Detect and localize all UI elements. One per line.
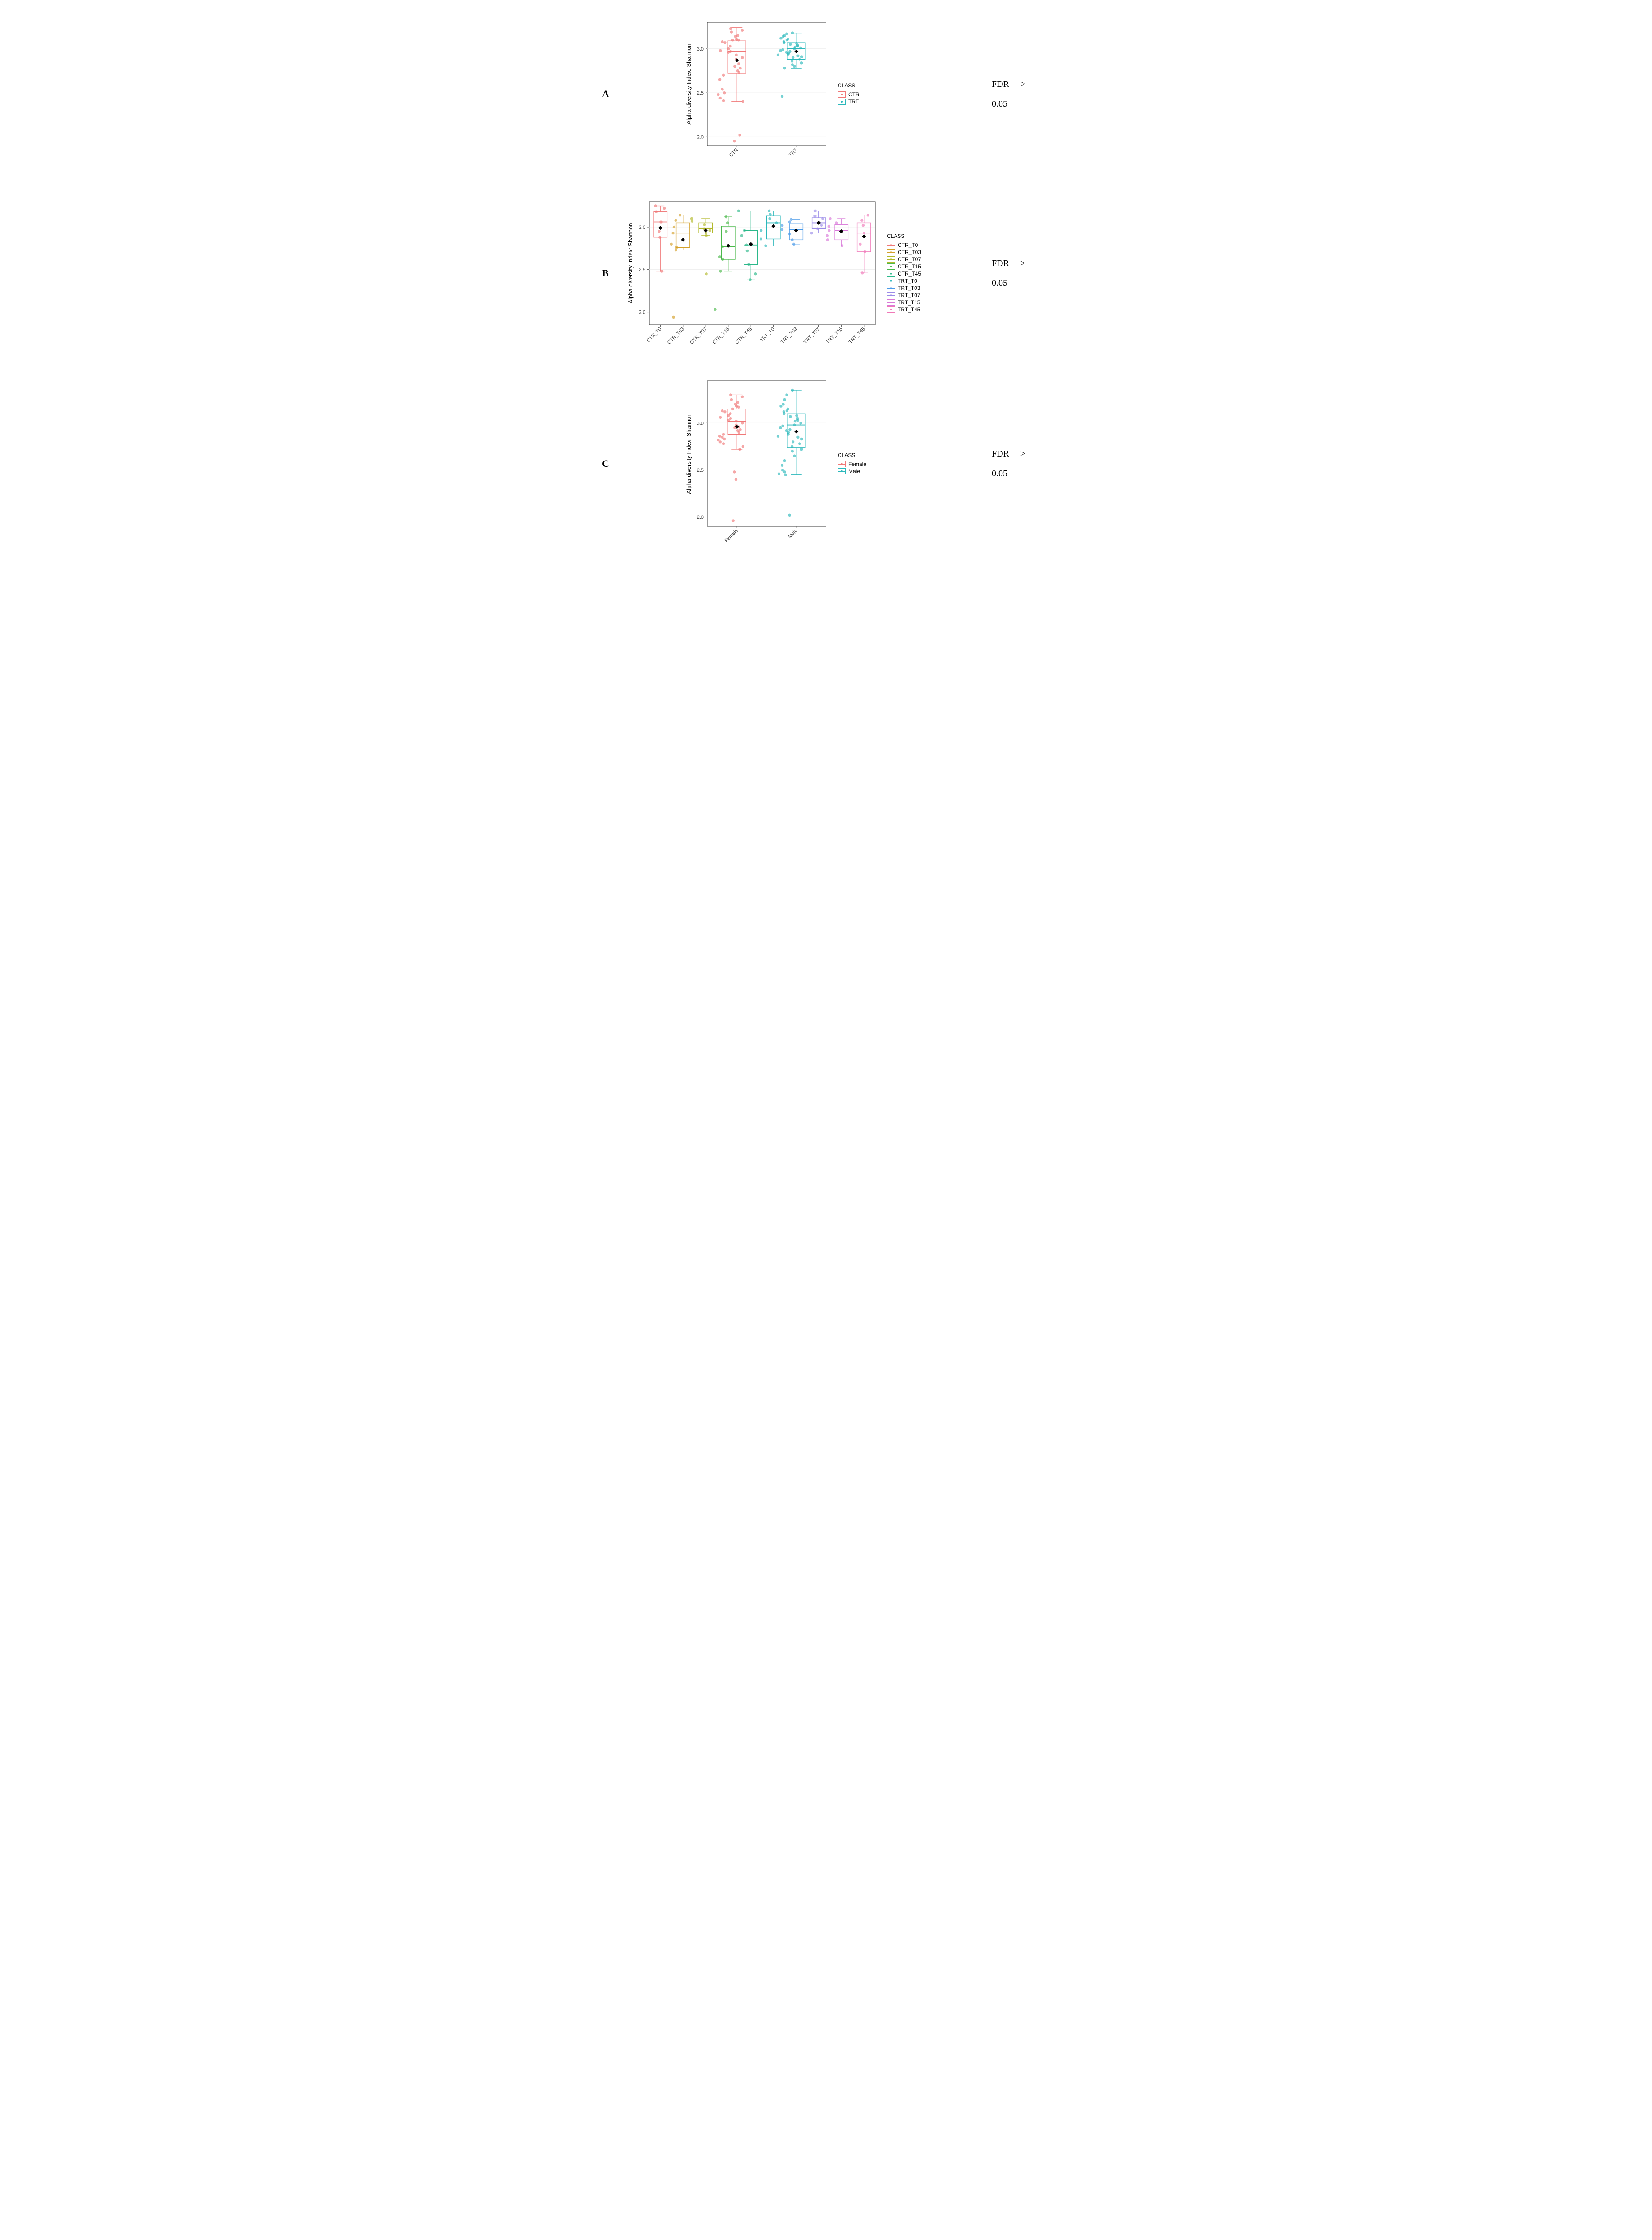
fdr-val: 0.05 xyxy=(992,469,1007,478)
legend-label: TRT_T03 xyxy=(898,285,920,291)
legend-label: Female xyxy=(848,461,866,467)
legend-swatch xyxy=(887,278,895,284)
svg-text:TRT_T45: TRT_T45 xyxy=(848,327,866,345)
legend-item: TRT_T03 xyxy=(887,285,921,291)
svg-text:CTR_T03: CTR_T03 xyxy=(667,327,685,345)
legend-label: CTR xyxy=(848,91,860,98)
legend-swatch xyxy=(887,306,895,313)
svg-text:CTR_T15: CTR_T15 xyxy=(712,327,731,345)
legend-a: CLASS CTRTRT xyxy=(838,82,860,106)
svg-text:CTR_T45: CTR_T45 xyxy=(734,327,753,345)
chart-a: 2.0 2.5 3.0 Alpha-diversity Index: Shannon C… xyxy=(683,18,830,170)
fdr-note-c: FDR > 0.05 xyxy=(992,444,1050,483)
legend-item: CTR_T07 xyxy=(887,256,921,263)
svg-text:2.5: 2.5 xyxy=(639,267,645,273)
legend-item: CTR_T45 xyxy=(887,271,921,277)
figure-container: A 2.0 2.5 3.0 Alpha-diversity Index: Shanno… xyxy=(602,18,1050,551)
legend-c: CLASS FemaleMale xyxy=(838,452,866,475)
legend-item: CTR_T15 xyxy=(887,263,921,270)
svg-text:3.0: 3.0 xyxy=(697,421,704,426)
legend-label: TRT xyxy=(848,99,859,105)
legend-swatch xyxy=(838,99,846,105)
fdr-gt: > xyxy=(1020,449,1025,459)
fdr-val: 0.05 xyxy=(992,99,1007,109)
svg-text:CTR: CTR xyxy=(728,147,740,159)
svg-text:TRT_T07: TRT_T07 xyxy=(803,327,821,345)
svg-text:2.0: 2.0 xyxy=(697,134,704,140)
fdr-label: FDR xyxy=(992,449,1009,459)
svg-text:TRT: TRT xyxy=(788,147,799,158)
fdr-gt: > xyxy=(1020,79,1025,89)
legend-swatch xyxy=(838,468,846,474)
legend-label: CTR_T15 xyxy=(898,263,921,270)
svg-text:Male: Male xyxy=(787,528,799,539)
svg-text:2.0: 2.0 xyxy=(639,310,645,315)
legend-item: TRT_T07 xyxy=(887,292,921,298)
legend-label: CTR_T45 xyxy=(898,271,921,277)
svg-text:Female: Female xyxy=(724,528,739,543)
legend-item: CTR_T03 xyxy=(887,249,921,255)
legend-swatch xyxy=(887,299,895,306)
panel-label-b: B xyxy=(602,267,620,279)
svg-text:2.0: 2.0 xyxy=(697,515,704,520)
fdr-val: 0.05 xyxy=(992,278,1007,288)
legend-label: TRT_T15 xyxy=(898,299,920,306)
legend-b: CLASS CTR_T0CTR_T03CTR_T07CTR_T15CTR_T45… xyxy=(887,233,921,314)
svg-text:TRT_T03: TRT_T03 xyxy=(780,327,798,345)
svg-text:2.5: 2.5 xyxy=(697,90,704,96)
svg-text:TRT_T15: TRT_T15 xyxy=(825,327,843,345)
fdr-label: FDR xyxy=(992,79,1009,89)
panel-row-a: A 2.0 2.5 3.0 Alpha-diversity Index: Shanno… xyxy=(602,18,1050,170)
svg-text:TRT_T0: TRT_T0 xyxy=(759,327,776,343)
svg-text:CTR_T0: CTR_T0 xyxy=(645,327,663,344)
legend-title-a: CLASS xyxy=(838,82,860,89)
panel-row-b: B 2.0 2.5 3.0 Alpha-diversity Index: Shanno… xyxy=(602,197,1050,349)
panel-row-c: C 2.0 2.5 3.0 Alpha-diversity Index: Shanno… xyxy=(602,376,1050,551)
legend-swatch xyxy=(887,263,895,270)
legend-title-c: CLASS xyxy=(838,452,866,458)
fdr-note-b: FDR > 0.05 xyxy=(992,254,1050,293)
legend-swatch xyxy=(887,249,895,255)
legend-swatch xyxy=(887,292,895,298)
legend-swatch xyxy=(887,256,895,263)
fdr-note-a: FDR > 0.05 xyxy=(992,74,1050,114)
legend-label: TRT_T45 xyxy=(898,306,920,313)
panel-label-c: C xyxy=(602,458,620,470)
fdr-label: FDR xyxy=(992,258,1009,268)
svg-text:3.0: 3.0 xyxy=(639,225,645,230)
svg-text:3.0: 3.0 xyxy=(697,47,704,52)
svg-text:Alpha-diversity Index: Shannon: Alpha-diversity Index: Shannon xyxy=(627,223,634,304)
legend-item: TRT_T0 xyxy=(887,278,921,284)
legend-item: TRT_T15 xyxy=(887,299,921,306)
legend-swatch xyxy=(838,91,846,98)
svg-text:Alpha-diversity Index: Shannon: Alpha-diversity Index: Shannon xyxy=(685,44,692,125)
legend-label: CTR_T0 xyxy=(898,242,918,248)
legend-item: CTR_T0 xyxy=(887,242,921,248)
legend-label: CTR_T03 xyxy=(898,249,921,255)
legend-item: TRT_T45 xyxy=(887,306,921,313)
legend-label: TRT_T0 xyxy=(898,278,917,284)
chart-block-a: 2.0 2.5 3.0 Alpha-diversity Index: Shannon C… xyxy=(683,18,860,170)
legend-item: Female xyxy=(838,461,866,467)
legend-item: CTR xyxy=(838,91,860,98)
legend-swatch xyxy=(838,461,846,467)
fdr-gt: > xyxy=(1020,258,1025,268)
legend-item: TRT xyxy=(838,99,860,105)
legend-label: Male xyxy=(848,468,860,474)
svg-text:Alpha-diversity Index: Shannon: Alpha-diversity Index: Shannon xyxy=(685,414,692,494)
legend-swatch xyxy=(887,285,895,291)
legend-swatch xyxy=(887,242,895,248)
legend-label: CTR_T07 xyxy=(898,256,921,263)
svg-text:CTR_T07: CTR_T07 xyxy=(689,327,708,345)
legend-label: TRT_T07 xyxy=(898,292,920,298)
chart-block-c: 2.0 2.5 3.0 Alpha-diversity Index: Shannon F… xyxy=(683,376,866,551)
panel-label-a: A xyxy=(602,88,620,100)
chart-c: 2.0 2.5 3.0 Alpha-diversity Index: Shannon F… xyxy=(683,376,830,551)
legend-swatch xyxy=(887,271,895,277)
legend-title-b: CLASS xyxy=(887,233,921,239)
chart-block-b: 2.0 2.5 3.0 Alpha-diversity Index: Shannon C… xyxy=(624,197,921,349)
svg-text:2.5: 2.5 xyxy=(697,468,704,473)
legend-item: Male xyxy=(838,468,866,474)
chart-b: 2.0 2.5 3.0 Alpha-diversity Index: Shannon C… xyxy=(624,197,880,349)
